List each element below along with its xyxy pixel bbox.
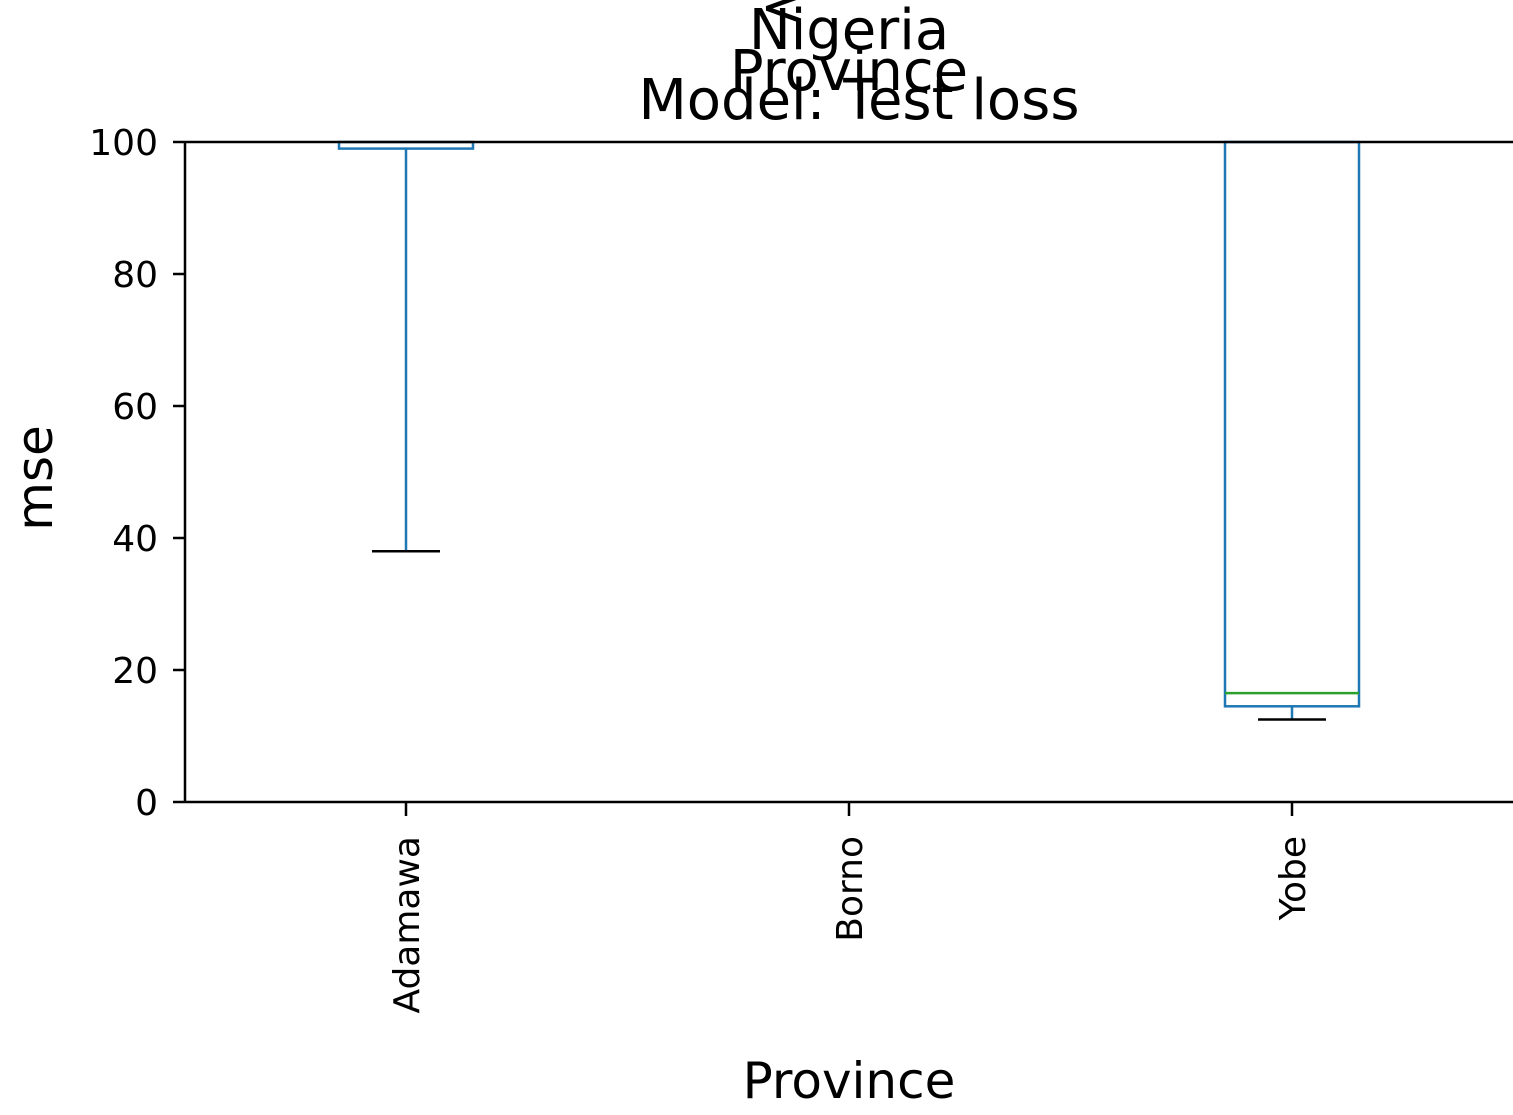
- chart-title: < Nigeria Province Model: Test loss: [638, 0, 1079, 133]
- title-stray-glyph: <: [760, 0, 807, 40]
- x-axis-ticks: Adamawa Borno Yobe: [387, 802, 1314, 1014]
- y-tick-label: 0: [135, 783, 158, 824]
- y-tick-label: 80: [112, 255, 158, 296]
- x-tick-label: Borno: [830, 836, 871, 942]
- x-axis-label: Province: [743, 1052, 956, 1110]
- y-tick-label: 60: [112, 387, 158, 428]
- title-line-2: Province: [730, 39, 968, 104]
- y-tick-label: 40: [112, 519, 158, 560]
- y-tick-label: 100: [89, 123, 158, 164]
- x-tick-label: Adamawa: [387, 836, 428, 1014]
- y-tick-label: 20: [112, 651, 158, 692]
- axes-frame: [183, 140, 1513, 804]
- plot-area: [337, 140, 1361, 721]
- x-tick-label: Yobe: [1273, 836, 1314, 921]
- title-line-3: Model: Test loss: [638, 68, 1079, 133]
- y-axis-ticks: 0 20 40 60 80 100: [89, 123, 185, 824]
- box-yobe: [1223, 140, 1361, 708]
- title-line-1: Nigeria: [749, 0, 949, 63]
- y-axis-label: mse: [6, 425, 64, 531]
